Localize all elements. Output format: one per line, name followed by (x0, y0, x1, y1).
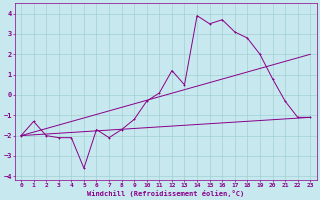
X-axis label: Windchill (Refroidissement éolien,°C): Windchill (Refroidissement éolien,°C) (87, 190, 244, 197)
